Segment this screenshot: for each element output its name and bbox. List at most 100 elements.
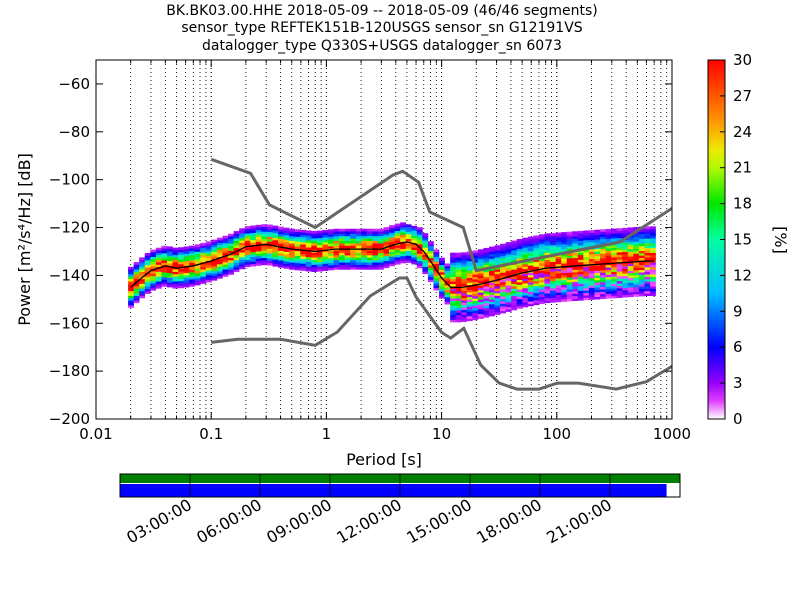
density-cell xyxy=(522,278,529,282)
density-cell xyxy=(555,278,562,281)
density-cell xyxy=(594,236,601,240)
density-cell xyxy=(650,235,656,239)
density-cell xyxy=(316,254,323,258)
density-cell xyxy=(650,278,656,282)
density-cell xyxy=(278,262,284,266)
density-cell xyxy=(294,262,301,266)
density-cell xyxy=(305,268,312,272)
density-cell xyxy=(272,259,279,262)
density-cell xyxy=(544,278,551,282)
density-cell xyxy=(344,259,351,263)
density-cell xyxy=(633,286,640,290)
density-cell xyxy=(283,266,290,269)
density-cell xyxy=(300,237,307,240)
density-cell xyxy=(144,264,151,268)
density-cell xyxy=(194,270,201,274)
density-cell xyxy=(500,289,506,292)
density-cell xyxy=(278,241,284,244)
density-cell xyxy=(505,287,512,291)
density-cell xyxy=(550,273,556,277)
density-cell xyxy=(555,239,562,243)
density-cell xyxy=(527,303,534,307)
density-cell xyxy=(511,298,518,301)
density-cell xyxy=(133,264,140,268)
density-cell xyxy=(616,283,623,286)
density-cell xyxy=(294,238,301,242)
density-cell xyxy=(483,288,490,292)
density-cell xyxy=(527,250,534,254)
density-cell xyxy=(527,246,534,249)
density-cell xyxy=(222,274,229,277)
density-cell xyxy=(538,294,545,297)
density-cell xyxy=(272,232,279,236)
density-cell xyxy=(627,270,634,274)
density-cell xyxy=(577,259,584,263)
density-cell xyxy=(550,264,556,267)
density-cell xyxy=(400,258,407,261)
density-cell xyxy=(616,228,623,231)
density-cell xyxy=(233,266,240,270)
density-cell xyxy=(500,272,506,276)
density-cell xyxy=(483,312,490,316)
density-cell xyxy=(611,271,617,275)
density-cell xyxy=(527,260,534,264)
density-cell xyxy=(300,232,307,235)
density-cell xyxy=(516,284,523,288)
density-cell xyxy=(555,258,562,262)
density-cell xyxy=(638,264,645,268)
density-cell xyxy=(483,274,490,277)
density-cell xyxy=(366,267,373,270)
density-cell xyxy=(316,256,323,260)
density-cell xyxy=(455,255,462,258)
density-cell xyxy=(166,260,173,264)
density-cell xyxy=(605,252,612,256)
density-cell xyxy=(416,236,423,240)
density-cell xyxy=(555,289,562,293)
density-cell xyxy=(544,262,551,265)
density-cell xyxy=(533,302,540,306)
density-cell xyxy=(650,240,656,244)
density-cell xyxy=(572,298,579,301)
density-cell xyxy=(239,257,246,260)
density-cell xyxy=(228,243,234,247)
density-cell xyxy=(194,256,201,260)
density-cell xyxy=(383,229,390,233)
density-cell xyxy=(189,255,196,258)
density-cell xyxy=(533,245,540,248)
density-cell xyxy=(350,231,357,234)
density-cell xyxy=(505,251,512,255)
density-cell xyxy=(627,282,634,286)
density-cell xyxy=(638,236,645,239)
mode-curve-line xyxy=(130,241,655,289)
density-cell xyxy=(311,264,318,268)
density-cell xyxy=(472,298,479,302)
density-cell xyxy=(616,232,623,236)
density-cell xyxy=(455,288,462,292)
density-cell xyxy=(327,265,334,268)
density-cell xyxy=(144,279,151,282)
density-cell xyxy=(389,227,395,231)
density-cell xyxy=(555,244,562,248)
density-cell xyxy=(561,270,568,274)
density-cell xyxy=(183,263,190,266)
density-cell xyxy=(311,269,318,272)
density-cell xyxy=(272,247,279,250)
density-cell xyxy=(572,238,579,242)
density-cell xyxy=(233,238,240,241)
density-cell xyxy=(527,248,534,252)
density-cell xyxy=(605,269,612,273)
density-cell xyxy=(633,241,640,245)
density-cell xyxy=(466,299,473,302)
density-cell xyxy=(650,269,656,273)
density-cell xyxy=(244,233,251,237)
density-cell xyxy=(455,312,462,316)
density-cell xyxy=(427,279,434,283)
density-cell xyxy=(550,240,556,243)
density-cell xyxy=(650,274,656,277)
density-cell xyxy=(572,252,579,256)
density-cell xyxy=(178,256,184,260)
density-cell xyxy=(450,295,456,299)
density-cell xyxy=(522,302,529,306)
density-cell xyxy=(622,232,629,236)
density-cell xyxy=(450,317,456,320)
